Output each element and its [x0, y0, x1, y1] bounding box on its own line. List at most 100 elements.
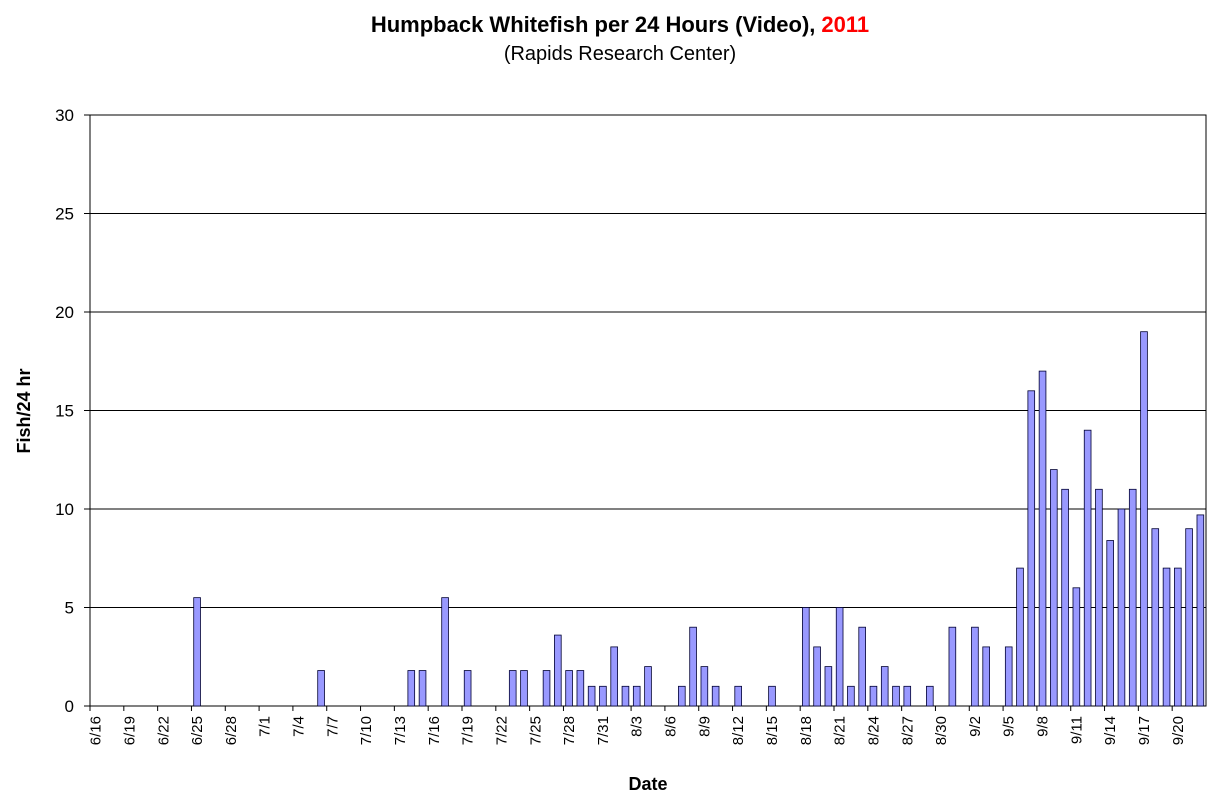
x-tick-label: 9/17 [1136, 716, 1153, 745]
bar [858, 626, 866, 707]
bar [621, 685, 630, 707]
y-tick-label: 10 [55, 500, 74, 519]
x-tick-label: 9/11 [1068, 716, 1085, 744]
bar [768, 685, 776, 707]
x-tick-label: 7/28 [561, 716, 578, 745]
bar [813, 646, 821, 707]
bar [1106, 540, 1114, 707]
x-tick-label: 6/16 [88, 716, 105, 745]
bar [926, 685, 934, 707]
bar [554, 634, 562, 707]
y-tick-label: 5 [65, 599, 74, 618]
bar [1061, 488, 1069, 707]
bar [835, 607, 844, 707]
bar [441, 597, 449, 707]
x-tick-label: 7/31 [595, 716, 612, 745]
bar [632, 685, 641, 707]
bar [418, 670, 427, 707]
bar [734, 685, 742, 707]
x-tick-label: 7/7 [324, 716, 341, 737]
bar [847, 685, 855, 707]
bar [971, 626, 979, 707]
x-tick-label: 7/25 [527, 716, 544, 745]
bar [948, 626, 957, 707]
x-tick-label: 8/24 [865, 716, 882, 745]
x-tick-label: 9/5 [1001, 716, 1018, 737]
bar [1128, 488, 1137, 707]
bar [1140, 331, 1148, 707]
bar [678, 685, 686, 707]
x-tick-label: 8/9 [696, 716, 713, 737]
x-tick-label: 8/6 [663, 716, 680, 737]
x-tick-label: 7/16 [426, 716, 443, 745]
x-tick-label: 9/14 [1102, 716, 1119, 745]
bar [1162, 567, 1171, 707]
bar [610, 646, 618, 707]
chart-title-year: 2011 [821, 12, 869, 37]
x-tick-label: 8/3 [629, 716, 646, 737]
x-tick-label: 8/27 [899, 716, 916, 745]
x-tick-label: 9/20 [1170, 716, 1187, 745]
bar [1174, 567, 1182, 707]
bar [869, 685, 878, 707]
x-tick-label: 7/22 [493, 716, 510, 745]
x-tick-label: 7/1 [257, 716, 274, 737]
bar [802, 607, 810, 707]
bar [565, 670, 573, 707]
bar [982, 646, 990, 707]
x-tick-label: 9/2 [967, 716, 984, 737]
bar [824, 666, 833, 707]
y-tick-label: 30 [55, 106, 74, 125]
chart-subtitle: (Rapids Research Center) [504, 43, 736, 65]
chart-title: Humpback Whitefish per 24 Hours (Video), [371, 12, 816, 37]
x-tick-label: 8/12 [730, 716, 747, 745]
bar [407, 670, 416, 707]
bar [1050, 469, 1058, 707]
y-tick-label: 15 [55, 402, 74, 421]
bar [1038, 370, 1047, 707]
x-tick-label: 7/10 [358, 716, 375, 745]
x-tick-label: 8/18 [798, 716, 815, 745]
chart-title-line: Humpback Whitefish per 24 Hours (Video),… [371, 12, 869, 37]
bar [520, 670, 528, 707]
bar [1027, 390, 1036, 707]
bar [317, 670, 325, 707]
bar [463, 670, 472, 707]
x-tick-label: 7/13 [392, 716, 409, 745]
bar [1196, 514, 1205, 707]
bar [587, 685, 596, 707]
x-tick-label: 9/8 [1035, 716, 1052, 737]
y-tick-label: 0 [65, 697, 74, 716]
bar [1072, 587, 1081, 707]
bar [1095, 488, 1103, 707]
x-tick-label: 7/4 [291, 716, 308, 737]
x-tick-label: 8/21 [832, 716, 849, 745]
bar [880, 666, 889, 707]
bar [542, 670, 551, 707]
bar [1016, 567, 1024, 707]
bar [193, 597, 201, 707]
x-tick-label: 6/19 [121, 716, 138, 745]
y-tick-label: 25 [55, 205, 74, 224]
bar [1185, 528, 1193, 707]
bar [1151, 528, 1160, 707]
y-tick-label: 20 [55, 303, 74, 322]
x-tick-label: 6/28 [223, 716, 240, 745]
bar [1004, 646, 1013, 707]
bar [1083, 429, 1092, 707]
bar [1117, 508, 1126, 707]
bar [903, 685, 912, 707]
bar [711, 685, 720, 707]
bar [508, 670, 517, 707]
bar [576, 670, 585, 707]
x-axis-label: Date [628, 774, 667, 794]
bar [689, 626, 697, 707]
bar [700, 666, 709, 707]
y-axis-label: Fish/24 hr [14, 368, 34, 453]
x-tick-label: 7/19 [460, 716, 477, 745]
x-tick-label: 6/25 [189, 716, 206, 745]
bar [599, 685, 607, 707]
x-tick-label: 8/15 [764, 716, 781, 745]
bar [892, 685, 900, 707]
